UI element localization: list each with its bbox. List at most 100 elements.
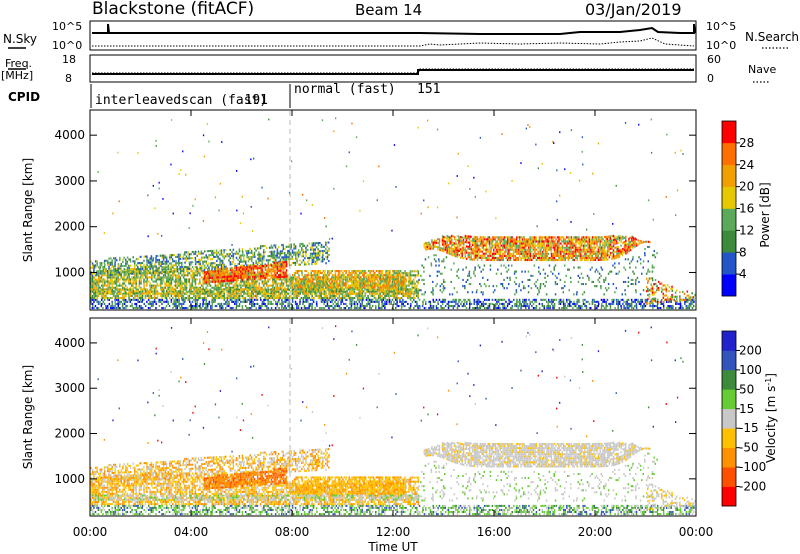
radar-echo-cell [117, 276, 119, 279]
radar-echo-cell [665, 300, 668, 303]
radar-echo-cell [161, 266, 163, 269]
radar-echo-cell [361, 305, 363, 308]
radar-echo-cell [176, 305, 178, 308]
radar-echo-cell [333, 286, 335, 289]
radar-echo-cell [234, 277, 236, 280]
radar-echo-cell [570, 305, 573, 308]
radar-echo-cell [187, 290, 189, 293]
radar-echo-cell [206, 284, 209, 287]
radar-echo-cell [126, 274, 129, 277]
radar-echo-cell [253, 294, 256, 297]
radar-echo-cell [266, 280, 268, 283]
radar-echo-cell [305, 253, 307, 256]
radar-echo-cell [162, 294, 165, 297]
radar-echo-cell [386, 272, 388, 275]
radar-echo-cell [93, 270, 95, 273]
radar-echo-cell [202, 272, 204, 275]
radar-echo-cell [93, 290, 95, 293]
radar-echo-cell [342, 278, 344, 281]
radar-echo-cell [243, 298, 245, 301]
radar-echo-cell [263, 298, 265, 301]
radar-echo-cell [409, 305, 412, 308]
radar-echo-cell [260, 298, 262, 301]
radar-echo-cell [324, 280, 326, 283]
radar-echo-cell [175, 286, 177, 289]
radar-echo-cell [191, 286, 194, 289]
radar-echo-cell [123, 300, 125, 303]
radar-echo-cell [181, 263, 183, 266]
radar-echo-cell [401, 284, 403, 287]
radar-echo-cell [273, 294, 275, 297]
radar-echo-cell [650, 300, 653, 303]
radar-echo-cell [238, 256, 241, 259]
radar-echo-cell [252, 305, 254, 308]
radar-echo-cell [265, 274, 268, 277]
radar-echo-cell [105, 274, 107, 277]
radar-echo-cell [320, 288, 322, 291]
radar-echo-cell [121, 305, 124, 308]
radar-echo-cell [188, 265, 191, 268]
radar-echo-cell [249, 247, 251, 250]
radar-echo-cell [320, 282, 323, 285]
radar-echo-cell [328, 305, 330, 308]
radar-echo-cell [355, 272, 358, 275]
nave-tick-top: 60 [707, 53, 721, 66]
radar-echo-cell [578, 307, 580, 310]
radar-echo-cell [331, 300, 333, 303]
radar-echo-cell [591, 302, 594, 305]
radar-echo-cell [301, 286, 303, 289]
radar-echo-cell [149, 302, 151, 305]
radar-echo-cell [300, 249, 303, 252]
radar-echo-cell [291, 251, 294, 254]
radar-echo-cell [409, 297, 412, 300]
radar-echo-cell [319, 270, 321, 273]
radar-echo-cell [308, 305, 310, 308]
radar-echo-cell [657, 300, 659, 303]
radar-echo-cell [93, 288, 95, 291]
radar-echo-cell [285, 275, 288, 278]
radar-echo-cell [218, 267, 221, 270]
radar-echo-cell [225, 267, 227, 270]
radar-echo-cell [250, 264, 253, 267]
radar-echo-cell [134, 297, 136, 300]
radar-echo-cell [290, 307, 292, 310]
radar-echo-cell [269, 294, 271, 297]
radar-echo-cell [255, 276, 257, 279]
radar-echo-cell [376, 300, 378, 303]
station-title: Blackstone (fitACF) [92, 0, 254, 19]
radar-echo-cell [225, 269, 227, 272]
radar-echo-cell [669, 305, 671, 308]
radar-echo-cell [169, 280, 171, 283]
radar-echo-cell [347, 294, 350, 297]
radar-echo-cell [637, 298, 639, 301]
radar-echo-cell [204, 250, 206, 253]
radar-echo-cell [579, 305, 582, 308]
radar-echo-cell [553, 307, 556, 310]
radar-echo-cell [277, 278, 280, 281]
radar-echo-cell [368, 290, 371, 293]
radar-echo-cell [246, 282, 248, 285]
radar-echo-cell [357, 282, 359, 285]
radar-echo-cell [553, 302, 556, 305]
radar-echo-cell [626, 302, 628, 305]
radar-echo-cell [214, 298, 216, 301]
radar-echo-cell [207, 268, 209, 271]
radar-echo-cell [617, 298, 620, 301]
radar-echo-cell [431, 305, 433, 308]
radar-echo-cell [146, 280, 148, 283]
radar-echo-cell [355, 284, 357, 287]
radar-echo-cell [339, 276, 341, 279]
radar-echo-cell [221, 297, 224, 300]
radar-echo-cell [129, 280, 132, 283]
radar-echo-cell [106, 278, 109, 281]
radar-echo-cell [268, 270, 271, 273]
radar-echo-cell [181, 290, 183, 293]
radar-echo-cell [102, 280, 104, 283]
radar-echo-cell [141, 266, 144, 269]
radar-echo-cell [388, 298, 391, 301]
radar-echo-cell [578, 298, 580, 301]
radar-echo-cell [176, 307, 178, 310]
radar-echo-cell [318, 280, 320, 283]
radar-echo-cell [197, 298, 200, 301]
radar-echo-cell [94, 305, 97, 308]
